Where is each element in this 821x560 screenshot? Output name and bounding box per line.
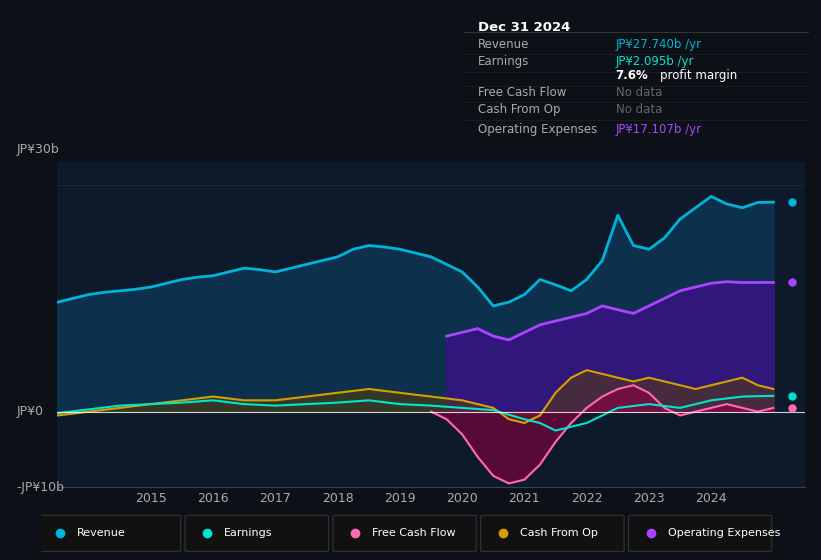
Text: profit margin: profit margin [660,69,737,82]
Text: Operating Expenses: Operating Expenses [478,123,597,136]
Text: Free Cash Flow: Free Cash Flow [478,86,566,99]
Text: JP¥2.095b /yr: JP¥2.095b /yr [616,55,694,68]
Text: JP¥17.107b /yr: JP¥17.107b /yr [616,123,702,136]
FancyBboxPatch shape [629,515,772,552]
Text: Earnings: Earnings [478,55,529,68]
FancyBboxPatch shape [38,515,181,552]
FancyBboxPatch shape [481,515,624,552]
Text: Operating Expenses: Operating Expenses [667,529,780,538]
Text: JP¥30b: JP¥30b [16,143,59,156]
Text: 7.6%: 7.6% [616,69,649,82]
FancyBboxPatch shape [186,515,328,552]
Text: -JP¥10b: -JP¥10b [16,480,64,494]
Text: JP¥27.740b /yr: JP¥27.740b /yr [616,38,702,50]
Text: Free Cash Flow: Free Cash Flow [372,529,456,538]
Text: Earnings: Earnings [224,529,273,538]
Text: Revenue: Revenue [76,529,126,538]
Text: Dec 31 2024: Dec 31 2024 [478,21,570,34]
Text: Revenue: Revenue [478,38,529,50]
FancyBboxPatch shape [333,515,476,552]
Text: Cash From Op: Cash From Op [520,529,598,538]
Text: JP¥0: JP¥0 [16,405,44,418]
Text: No data: No data [616,104,662,116]
Text: No data: No data [616,86,662,99]
Text: Cash From Op: Cash From Op [478,104,560,116]
